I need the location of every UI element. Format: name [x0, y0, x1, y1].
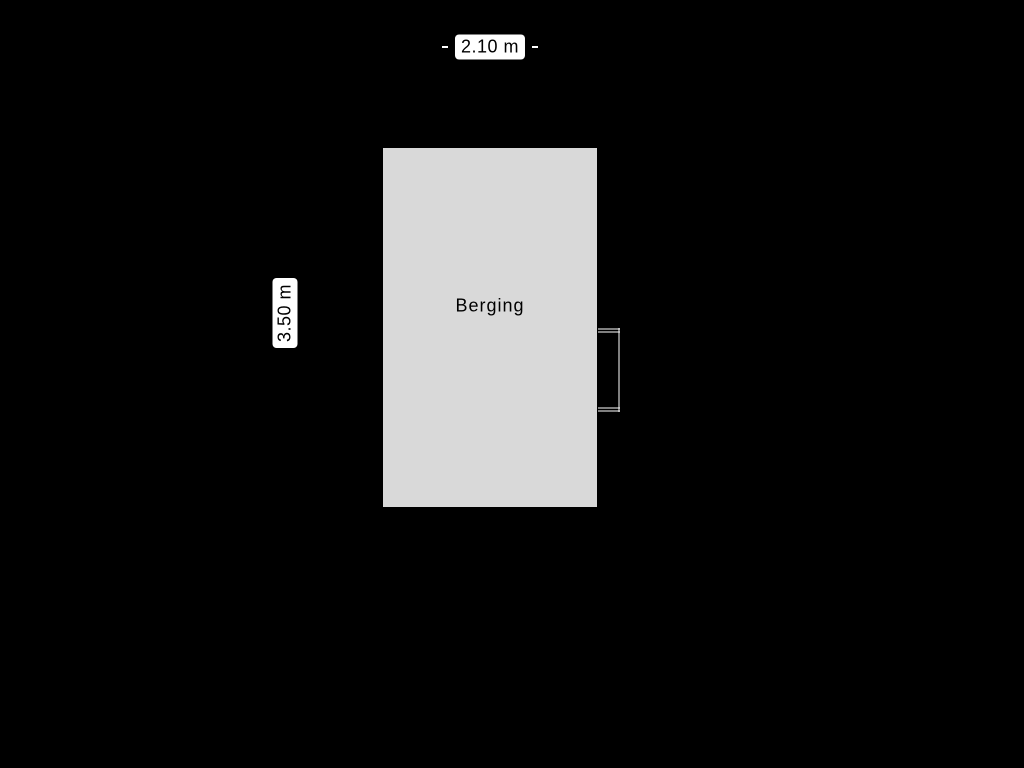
dimension-width-tick-right [532, 46, 538, 48]
dimension-width-label: 2.10 m [455, 35, 525, 60]
room-label: Berging [455, 295, 524, 316]
dimension-width-tick-left [442, 46, 448, 48]
dimension-height-label: 3.50 m [273, 278, 298, 348]
room-berging [380, 145, 600, 510]
door-icon [598, 328, 620, 412]
floorplan-canvas: Berging 2.10 m 3.50 m [0, 0, 1024, 768]
